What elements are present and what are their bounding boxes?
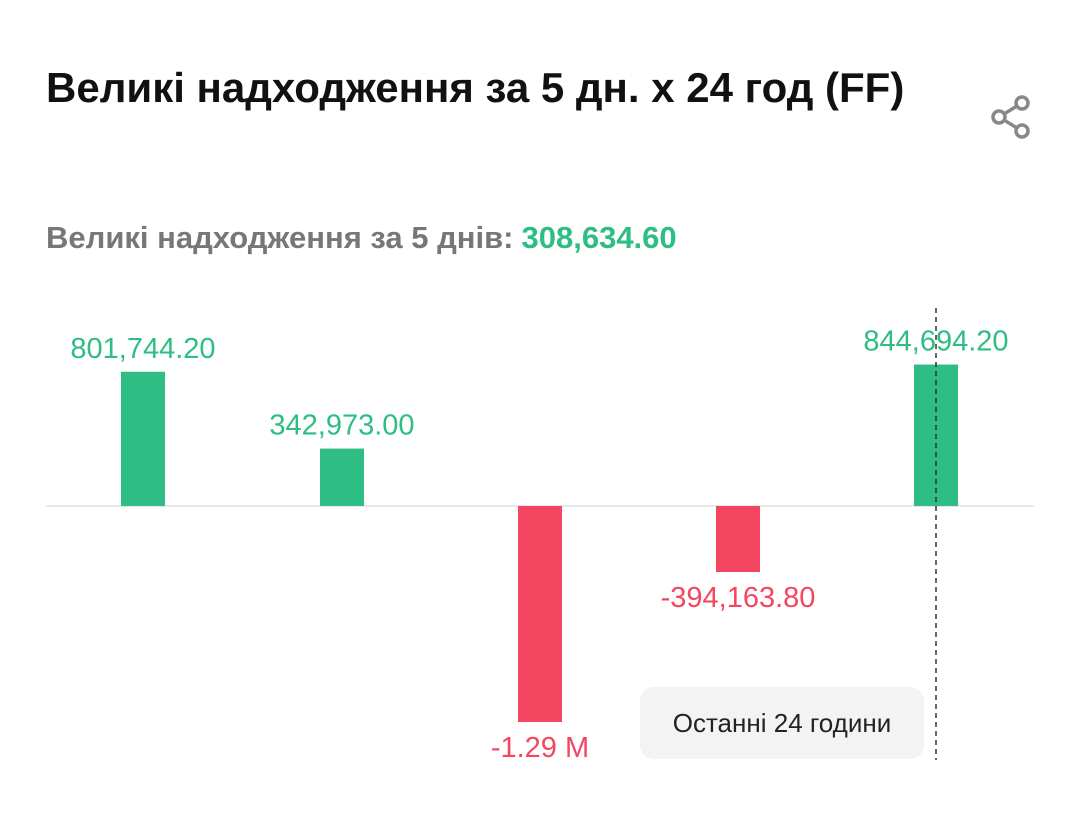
tooltip-label: Останні 24 години — [672, 707, 892, 738]
bar-4[interactable] — [716, 506, 760, 572]
summary-label: Великі надходження за 5 днів: — [46, 220, 514, 255]
period-tooltip: Останні 24 години — [640, 687, 924, 759]
data-label-3: -1.29 M — [491, 732, 589, 764]
bar-1[interactable] — [121, 371, 165, 506]
bar-3[interactable] — [518, 506, 562, 722]
page-title: Великі надходження за 5 дн. х 24 год (FF… — [46, 64, 905, 111]
summary-value: 308,634.60 — [521, 220, 677, 255]
share-icon[interactable] — [986, 92, 1036, 142]
data-label-4: -394,163.80 — [661, 582, 816, 614]
summary-line: Великі надходження за 5 днів: 308,634.60 — [46, 220, 677, 256]
data-label-2: 342,973.00 — [269, 410, 414, 442]
bar-2[interactable] — [320, 448, 364, 506]
data-label-1: 801,744.20 — [70, 333, 215, 365]
